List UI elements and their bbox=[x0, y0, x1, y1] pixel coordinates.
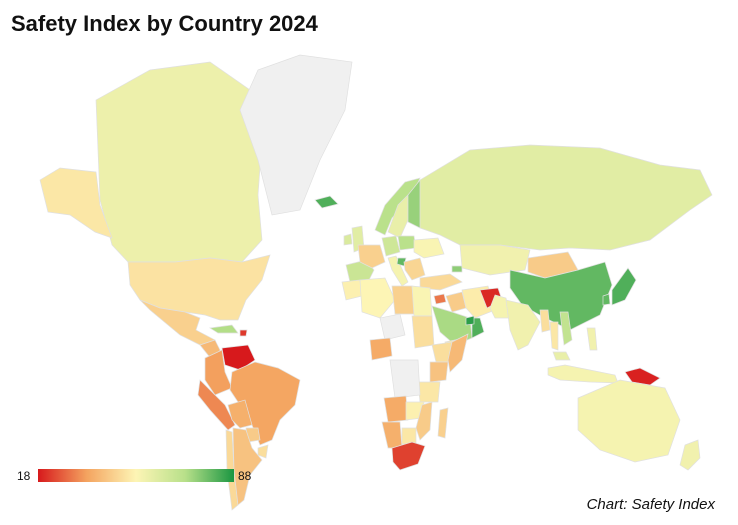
region-united-states[interactable]: United States bbox=[127, 254, 271, 321]
region-ireland[interactable]: Ireland bbox=[343, 233, 353, 246]
region-oman[interactable]: Oman bbox=[471, 317, 485, 339]
region-myanmar[interactable]: Myanmar bbox=[539, 309, 551, 333]
region-new-zealand[interactable]: New Zealand bbox=[679, 439, 701, 471]
region-bolivia[interactable]: Bolivia bbox=[227, 399, 253, 429]
legend-max-label: 88 bbox=[238, 469, 252, 483]
region-morocco[interactable]: Morocco bbox=[341, 279, 363, 301]
region-iceland[interactable]: Iceland bbox=[314, 195, 339, 209]
region-indonesia[interactable]: Indonesia bbox=[547, 364, 619, 384]
region-haiti[interactable]: Haiti bbox=[239, 329, 248, 337]
region-south-africa[interactable]: South Africa bbox=[391, 441, 426, 471]
region-mozambique[interactable]: Mozambique bbox=[415, 401, 433, 441]
region-cuba[interactable]: Cuba bbox=[208, 324, 239, 334]
chart-title: Safety Index by Country 2024 bbox=[11, 11, 318, 36]
region-ukraine[interactable]: Ukraine bbox=[413, 237, 445, 259]
region-china[interactable]: China bbox=[509, 261, 613, 331]
region-uae[interactable]: UAE bbox=[465, 315, 475, 326]
region-turkey[interactable]: Turkey bbox=[419, 273, 463, 291]
legend-min-label: 18 bbox=[17, 469, 31, 483]
region-egypt[interactable]: Egypt bbox=[411, 285, 433, 317]
region-botswana[interactable]: Botswana bbox=[401, 427, 417, 445]
region-alaska[interactable]: Alaska bbox=[39, 167, 113, 239]
region-argentina[interactable]: Argentina bbox=[232, 427, 263, 506]
region-kenya[interactable]: Kenya bbox=[429, 361, 449, 383]
region-kazakhstan[interactable]: Kazakhstan bbox=[459, 244, 531, 276]
region-australia[interactable]: Australia bbox=[577, 379, 681, 463]
region-balkans[interactable]: Balkans bbox=[403, 257, 426, 281]
region-somalia[interactable]: Somalia bbox=[447, 333, 469, 373]
region-madagascar[interactable]: Madagascar bbox=[437, 407, 449, 439]
region-niger[interactable]: Niger bbox=[379, 313, 406, 341]
region-south-korea[interactable]: South Korea bbox=[602, 293, 611, 306]
region-croatia[interactable]: Croatia bbox=[396, 257, 407, 267]
region-malaysia[interactable]: Malaysia bbox=[552, 351, 571, 361]
chart-credit: Chart: Safety Index bbox=[586, 496, 715, 513]
region-namibia[interactable]: Namibia bbox=[381, 421, 403, 449]
region-poland[interactable]: Poland bbox=[397, 235, 417, 251]
region-philippines[interactable]: Philippines bbox=[586, 327, 598, 351]
region-france[interactable]: France bbox=[357, 244, 386, 269]
region-libya[interactable]: Libya bbox=[391, 285, 416, 315]
region-japan[interactable]: Japan bbox=[611, 267, 637, 306]
region-greenland[interactable]: Greenland bbox=[239, 54, 353, 216]
region-dr-congo[interactable]: DR Congo bbox=[389, 359, 421, 399]
legend-color-scale bbox=[38, 469, 234, 482]
region-syria[interactable]: Syria bbox=[433, 293, 447, 305]
region-nigeria[interactable]: Nigeria bbox=[369, 337, 393, 361]
region-sudan[interactable]: Sudan bbox=[411, 315, 435, 349]
region-thailand[interactable]: Thailand bbox=[549, 321, 559, 351]
region-algeria[interactable]: Algeria bbox=[359, 277, 396, 319]
region-papua-new-guinea[interactable]: Papua New Guinea bbox=[624, 367, 661, 386]
region-pakistan[interactable]: Pakistan bbox=[489, 294, 511, 319]
region-peru[interactable]: Peru bbox=[197, 379, 236, 431]
region-georgia[interactable]: Georgia bbox=[451, 265, 463, 273]
region-italy[interactable]: Italy bbox=[387, 255, 409, 287]
region-germany[interactable]: Germany bbox=[381, 235, 401, 257]
region-uruguay[interactable]: Uruguay bbox=[257, 444, 269, 459]
region-angola[interactable]: Angola bbox=[383, 395, 409, 423]
region-russia[interactable]: Russia bbox=[419, 144, 713, 251]
region-vietnam[interactable]: Vietnam bbox=[559, 311, 573, 346]
region-canada[interactable]: Canada bbox=[95, 61, 263, 263]
region-india[interactable]: India bbox=[505, 299, 541, 351]
region-tanzania[interactable]: Tanzania bbox=[417, 381, 441, 403]
